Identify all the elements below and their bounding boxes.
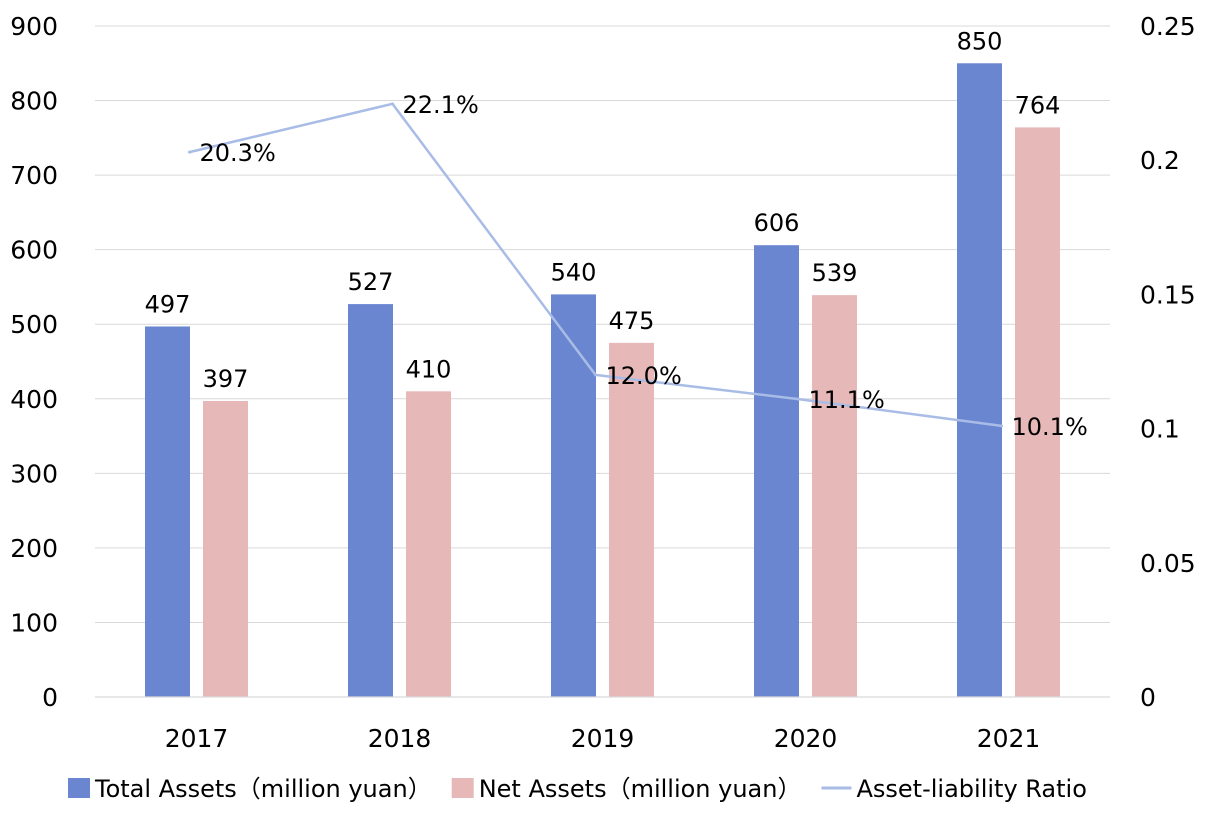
bar-value-label: 410 (406, 355, 452, 383)
bar (1015, 127, 1060, 697)
y-left-tick-label: 100 (10, 608, 58, 637)
ratio-value-label: 12.0% (606, 362, 682, 390)
y-right-tick-label: 0.25 (1140, 12, 1196, 41)
y-right-tick-label: 0.2 (1140, 146, 1180, 175)
y-right-tick-label: 0.1 (1140, 415, 1180, 444)
axes: 0 100 200 300 400 500 600 700 800 900 0 0.05 0.1 0.15… (10, 12, 1195, 753)
bar (609, 342, 654, 697)
bars (145, 63, 1060, 698)
y-left-tick-label: 400 (10, 385, 58, 414)
bar (812, 295, 857, 697)
ratio-point (797, 397, 800, 401)
bar-value-label: 497 (145, 290, 191, 318)
y-left-tick-label: 600 (10, 236, 58, 265)
bar (551, 294, 596, 697)
legend-swatch (451, 778, 474, 798)
ratio-point (594, 373, 597, 377)
bar-value-label: 850 (957, 27, 1003, 55)
bar-value-label: 606 (754, 209, 800, 237)
x-tick-label: 2017 (165, 724, 229, 753)
bar (145, 326, 190, 697)
bar (348, 304, 393, 697)
y-right-tick-label: 0.15 (1140, 280, 1196, 309)
data-labels: 497 527 540 606 850 397 410 475 539 764 20.3% 22.1%… (145, 27, 1088, 441)
x-tick-label: 2018 (368, 724, 432, 753)
ratio-value-label: 22.1% (403, 91, 479, 119)
ratio-value-label: 11.1% (809, 386, 885, 414)
bar-value-label: 527 (348, 268, 394, 296)
legend: Total Assets（million yuan） Net Assets（mil… (68, 775, 1087, 803)
ratio-value-label: 10.1% (1012, 413, 1088, 441)
bar-value-label: 764 (1015, 91, 1061, 119)
y-left-tick-label: 0 (42, 683, 58, 712)
ratio-point (188, 150, 191, 154)
bar (406, 391, 451, 697)
y-left-tick-label: 900 (10, 12, 58, 41)
legend-label: Asset-liability Ratio (856, 775, 1086, 803)
y-left-tick-label: 800 (10, 87, 58, 116)
x-tick-label: 2019 (571, 724, 635, 753)
y-left-tick-label: 300 (10, 459, 58, 488)
bar-value-label: 397 (203, 365, 249, 393)
y-right-tick-label: 0 (1140, 683, 1156, 712)
y-left-tick-label: 700 (10, 161, 58, 190)
y-left-tick-label: 200 (10, 534, 58, 563)
bar-value-label: 539 (812, 259, 858, 287)
bar-value-label: 540 (551, 258, 597, 286)
ratio-point (1000, 424, 1003, 428)
bar-value-label: 475 (609, 307, 655, 335)
legend-label: Net Assets（million yuan） (479, 775, 802, 803)
bar (203, 401, 248, 697)
legend-swatch (68, 778, 90, 798)
legend-label: Total Assets（million yuan） (94, 775, 432, 803)
ratio-line-layer (188, 102, 1003, 428)
gridlines (95, 25, 1110, 623)
y-left-tick-label: 500 (10, 310, 58, 339)
x-tick-label: 2020 (774, 724, 838, 753)
x-tick-label: 2021 (977, 724, 1041, 753)
y-right-tick-label: 0.05 (1140, 549, 1196, 578)
bar (754, 245, 799, 697)
ratio-value-label: 20.3% (200, 139, 276, 167)
ratio-point (391, 102, 394, 106)
bar (957, 63, 1002, 698)
